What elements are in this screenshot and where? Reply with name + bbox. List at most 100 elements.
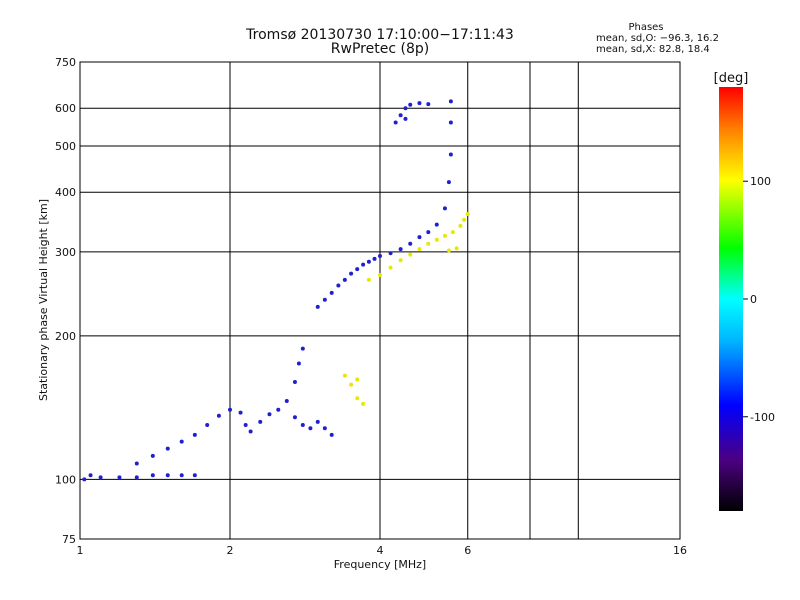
x-trace-point (442, 233, 447, 238)
o-trace-point (408, 102, 413, 107)
o-trace-point (300, 346, 305, 351)
x-tick-label: 4 (377, 544, 384, 557)
o-trace-point (315, 304, 320, 309)
x-axis-ticks: 1 2 4 6 16 (77, 544, 688, 557)
x-trace-point (454, 246, 459, 251)
x-tick-label: 6 (464, 544, 471, 557)
o-trace-point (238, 410, 243, 415)
o-trace-point (243, 423, 248, 428)
o-trace-point (179, 439, 184, 444)
o-trace-point (329, 432, 334, 437)
x-tick-label: 1 (77, 544, 84, 557)
o-trace-point (372, 256, 377, 261)
o-trace-point (258, 419, 263, 424)
y-tick-label: 400 (55, 186, 76, 199)
x-trace-point (378, 273, 382, 278)
phase-statistics: Phases mean, sd,O: −96.3, 16.2 mean, sd,… (596, 22, 719, 55)
colorbar-ticks: 100 0 -100 (743, 175, 775, 424)
x-trace-point (408, 252, 413, 257)
colorbar-label: [deg] (714, 71, 749, 86)
x-trace-point (434, 237, 439, 242)
x-tick-label: 2 (227, 544, 234, 557)
y-tick-label: 600 (55, 102, 76, 115)
x-trace-point (388, 265, 393, 270)
o-trace-point (361, 262, 366, 267)
y-axis-label: Stationary phase Virtual Height [km] (37, 199, 50, 401)
o-trace-point (292, 415, 297, 420)
o-trace-point (336, 283, 341, 288)
y-tick-label: 750 (55, 56, 76, 69)
o-trace-point (403, 106, 408, 111)
o-trace-point (426, 230, 431, 235)
phase-stats-heading: Phases (628, 22, 664, 33)
grid-lines (80, 62, 680, 539)
o-trace-point (228, 407, 232, 412)
o-trace-point (329, 290, 334, 295)
x-trace-point (342, 373, 347, 378)
o-trace-point (284, 399, 289, 404)
o-trace-point (296, 361, 301, 366)
x-trace-point (417, 247, 422, 252)
o-trace-point (388, 251, 393, 256)
x-trace-point (361, 401, 366, 406)
y-tick-label: 300 (55, 246, 76, 259)
colorbar (719, 87, 743, 511)
x-tick-label: 16 (673, 544, 687, 557)
x-trace-point (446, 248, 451, 253)
x-trace-point (398, 258, 403, 263)
phase-stats-x: mean, sd,X: 82.8, 18.4 (596, 44, 710, 55)
o-trace-point (276, 407, 281, 412)
o-trace-point (434, 222, 439, 227)
o-trace-point (349, 271, 354, 276)
chart-title: Tromsø 20130730 17:10:00−17:11:43 (246, 27, 514, 43)
o-trace-point (448, 99, 453, 104)
o-trace-point (165, 446, 170, 451)
o-trace-point (322, 426, 327, 431)
o-trace-point (426, 102, 431, 107)
o-trace-point (192, 432, 197, 437)
x-trace-point (355, 377, 360, 382)
o-trace-point (393, 120, 398, 125)
o-trace-point (342, 277, 347, 282)
x-trace-point (355, 396, 360, 401)
o-trace-point (398, 247, 403, 252)
o-trace-point (248, 429, 253, 434)
o-trace-point (98, 475, 103, 480)
x-trace-point (450, 230, 455, 235)
o-trace-point (292, 380, 297, 385)
x-axis-label: Frequency [MHz] (334, 558, 426, 571)
o-trace-point (366, 259, 371, 264)
o-trace-point (398, 113, 403, 118)
o-trace-point (378, 254, 382, 259)
o-trace-point (205, 423, 210, 428)
y-tick-label: 200 (55, 330, 76, 343)
o-trace-point (417, 235, 422, 240)
o-trace-point (300, 423, 305, 428)
o-trace-point (448, 120, 453, 125)
o-trace-point (82, 477, 87, 482)
o-trace-point (179, 473, 184, 478)
o-trace-point (165, 473, 170, 478)
o-trace-point (315, 419, 320, 424)
o-trace-point (150, 453, 155, 458)
o-trace-point (355, 267, 360, 272)
o-trace-point (117, 475, 122, 480)
o-trace-point (442, 206, 447, 211)
x-trace-point (462, 217, 467, 222)
o-trace-point (417, 101, 422, 106)
o-trace-point (267, 412, 272, 417)
o-trace-point (216, 413, 221, 418)
chart-subtitle: RwPretec (8p) (330, 41, 430, 57)
o-trace-point (408, 241, 413, 246)
o-trace-point (192, 473, 197, 478)
x-trace-point (366, 277, 371, 282)
o-trace-point (322, 297, 327, 302)
x-trace-point (458, 223, 463, 228)
o-trace-point (88, 473, 93, 478)
data-points (82, 99, 470, 482)
o-trace-point (448, 152, 453, 157)
x-trace-point (426, 241, 431, 246)
y-axis-ticks: 75 100 200 300 400 500 600 750 (55, 56, 76, 546)
